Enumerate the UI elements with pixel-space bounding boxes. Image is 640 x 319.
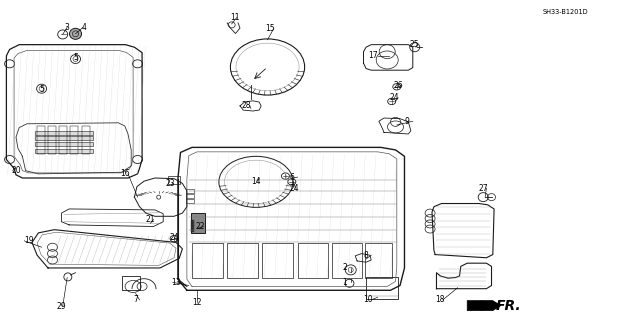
Text: 29: 29 [56, 302, 66, 311]
Text: 19: 19 [24, 236, 34, 245]
Bar [365, 242, 392, 278]
Text: 10: 10 [364, 295, 373, 304]
Ellipse shape [70, 28, 81, 39]
Text: 17: 17 [368, 51, 378, 60]
Text: 28: 28 [242, 101, 252, 110]
Text: 23: 23 [165, 179, 175, 188]
Bar [298, 242, 328, 278]
Bar [366, 277, 398, 299]
Text: 5: 5 [40, 85, 45, 94]
Text: 2: 2 [342, 263, 347, 272]
Bar [48, 126, 56, 154]
Bar [227, 242, 258, 278]
Text: 18: 18 [435, 295, 445, 304]
Text: 25: 25 [410, 40, 419, 48]
Bar [191, 220, 194, 223]
Text: 14: 14 [251, 177, 260, 186]
Bar [37, 126, 45, 154]
Bar [191, 223, 194, 226]
Text: 24: 24 [389, 93, 399, 102]
Bar [35, 130, 93, 135]
Bar [82, 126, 90, 154]
Text: SH33-B1201D: SH33-B1201D [543, 9, 588, 15]
Text: 24: 24 [289, 184, 299, 193]
Bar [191, 213, 205, 233]
Bar [35, 136, 93, 140]
Bar [35, 149, 93, 153]
Text: 6: 6 [289, 173, 294, 182]
Text: 24: 24 [170, 233, 179, 242]
Bar [186, 194, 193, 198]
Bar [191, 226, 194, 229]
Text: 20: 20 [12, 166, 21, 175]
Text: 9: 9 [404, 117, 410, 126]
Text: 27: 27 [479, 184, 488, 193]
Text: 22: 22 [195, 222, 205, 231]
Text: 26: 26 [394, 81, 403, 90]
Text: 15: 15 [266, 24, 275, 33]
Bar [192, 242, 223, 278]
Bar [168, 176, 180, 184]
Text: 5: 5 [74, 53, 79, 62]
Text: 11: 11 [230, 13, 240, 22]
Bar [186, 198, 193, 203]
Text: 12: 12 [192, 298, 202, 307]
Text: 13: 13 [172, 278, 181, 287]
Text: 1: 1 [342, 278, 347, 287]
Bar [70, 126, 79, 154]
Bar [332, 242, 362, 278]
Text: 4: 4 [82, 23, 87, 32]
Bar [35, 142, 93, 146]
Bar [262, 242, 293, 278]
Text: 3: 3 [64, 23, 69, 32]
Bar [186, 189, 193, 193]
Bar [122, 276, 140, 290]
Text: 8: 8 [364, 251, 368, 260]
Bar [191, 229, 194, 232]
Text: 16: 16 [120, 169, 130, 178]
Text: FR.: FR. [496, 299, 522, 313]
Text: 21: 21 [146, 215, 156, 224]
Text: 7: 7 [133, 295, 138, 304]
Polygon shape [467, 300, 501, 311]
Bar [59, 126, 67, 154]
